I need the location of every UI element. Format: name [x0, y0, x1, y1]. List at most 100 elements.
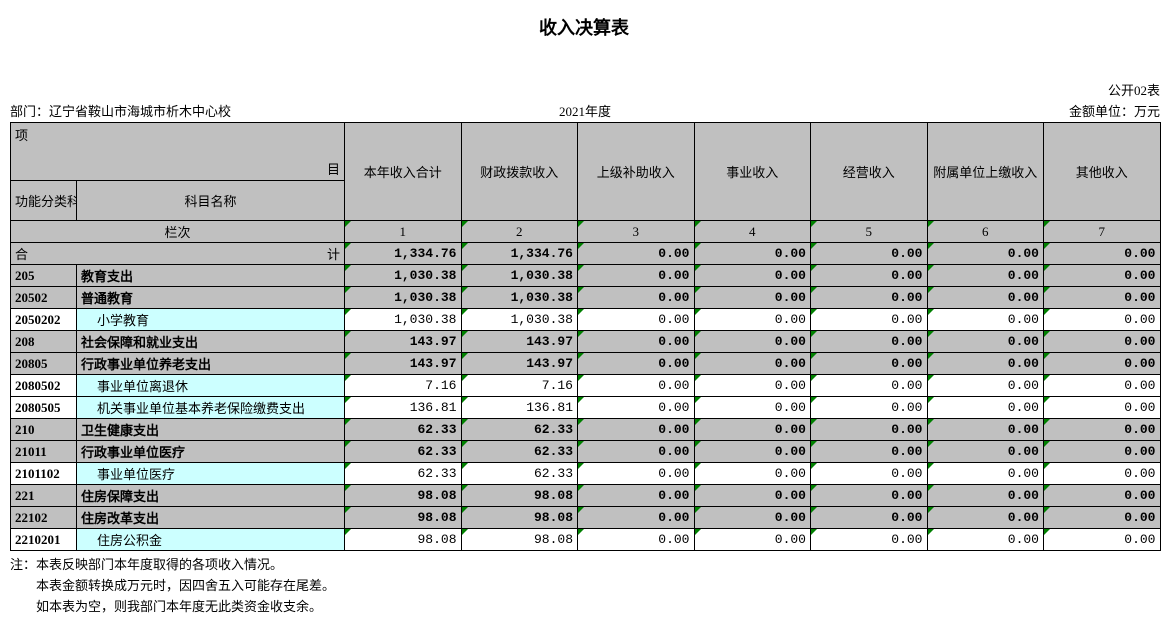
value-cell: 0.00 — [694, 331, 811, 353]
triangle-icon — [578, 397, 584, 403]
triangle-icon — [811, 287, 817, 293]
triangle-icon — [928, 529, 934, 535]
meta-row: 部门：辽宁省鞍山市海城市析木中心校 2021年度 金额单位：万元 — [10, 101, 1160, 120]
triangle-icon — [1044, 507, 1050, 513]
value-cell: 0.00 — [694, 375, 811, 397]
triangle-icon — [1044, 243, 1050, 249]
triangle-icon — [928, 441, 934, 447]
triangle-icon — [345, 309, 351, 315]
value-cell: 0.00 — [927, 375, 1044, 397]
value-cell: 62.33 — [461, 419, 578, 441]
name-cell: 小学教育 — [77, 309, 345, 331]
header-col-2: 财政拨款收入 — [461, 123, 578, 221]
triangle-icon — [345, 331, 351, 337]
total-cell: 0.00 — [1044, 243, 1161, 265]
value-cell: 0.00 — [578, 309, 695, 331]
triangle-icon — [811, 529, 817, 535]
table-row: 210卫生健康支出62.3362.330.000.000.000.000.00 — [11, 419, 1161, 441]
triangle-icon — [928, 287, 934, 293]
triangle-icon — [345, 529, 351, 535]
value-cell: 136.81 — [345, 397, 462, 419]
triangle-icon — [578, 507, 584, 513]
triangle-icon — [462, 463, 468, 469]
triangle-icon — [811, 485, 817, 491]
triangle-icon — [811, 419, 817, 425]
triangle-icon — [928, 463, 934, 469]
triangle-icon — [695, 485, 701, 491]
code-cell: 205 — [11, 265, 77, 287]
triangle-icon — [811, 265, 817, 271]
triangle-icon — [462, 221, 468, 227]
value-cell: 62.33 — [461, 441, 578, 463]
value-cell: 143.97 — [461, 331, 578, 353]
code-cell: 208 — [11, 331, 77, 353]
triangle-icon — [578, 419, 584, 425]
value-cell: 0.00 — [578, 353, 695, 375]
triangle-icon — [928, 331, 934, 337]
value-cell: 0.00 — [811, 375, 928, 397]
value-cell: 0.00 — [694, 265, 811, 287]
triangle-icon — [578, 441, 584, 447]
name-cell: 教育支出 — [77, 265, 345, 287]
colindex-6: 6 — [927, 221, 1044, 243]
triangle-icon — [1044, 419, 1050, 425]
code-cell: 20502 — [11, 287, 77, 309]
triangle-icon — [462, 309, 468, 315]
triangle-icon — [1044, 331, 1050, 337]
triangle-icon — [345, 265, 351, 271]
value-cell: 98.08 — [345, 507, 462, 529]
triangle-icon — [345, 397, 351, 403]
value-cell: 0.00 — [578, 529, 695, 551]
value-cell: 0.00 — [811, 265, 928, 287]
value-cell: 143.97 — [345, 331, 462, 353]
value-cell: 62.33 — [461, 463, 578, 485]
report-title: 收入决算表 — [10, 14, 1158, 40]
triangle-icon — [1044, 265, 1050, 271]
value-cell: 0.00 — [1044, 397, 1161, 419]
value-cell: 143.97 — [345, 353, 462, 375]
value-cell: 0.00 — [578, 331, 695, 353]
value-cell: 0.00 — [811, 287, 928, 309]
triangle-icon — [811, 221, 817, 227]
dept-label: 部门：辽宁省鞍山市海城市析木中心校 — [10, 101, 231, 120]
name-cell: 卫生健康支出 — [77, 419, 345, 441]
value-cell: 0.00 — [927, 529, 1044, 551]
triangle-icon — [345, 221, 351, 227]
total-cell: 0.00 — [811, 243, 928, 265]
value-cell: 0.00 — [927, 265, 1044, 287]
code-cell: 2050202 — [11, 309, 77, 331]
code-cell: 2101102 — [11, 463, 77, 485]
table-row: 2080502事业单位离退休7.167.160.000.000.000.000.… — [11, 375, 1161, 397]
triangle-icon — [695, 353, 701, 359]
header-colindex-label: 栏次 — [11, 221, 345, 243]
triangle-icon — [695, 243, 701, 249]
triangle-icon — [578, 485, 584, 491]
value-cell: 0.00 — [578, 463, 695, 485]
name-cell: 事业单位离退休 — [77, 375, 345, 397]
triangle-icon — [462, 441, 468, 447]
triangle-icon — [928, 221, 934, 227]
triangle-icon — [462, 375, 468, 381]
value-cell: 0.00 — [578, 397, 695, 419]
value-cell: 0.00 — [811, 441, 928, 463]
triangle-icon — [695, 375, 701, 381]
triangle-icon — [695, 507, 701, 513]
code-cell: 21011 — [11, 441, 77, 463]
value-cell: 0.00 — [1044, 287, 1161, 309]
value-cell: 98.08 — [461, 529, 578, 551]
triangle-icon — [1044, 353, 1050, 359]
triangle-icon — [695, 287, 701, 293]
triangle-icon — [578, 287, 584, 293]
note-line: 注：本表反映部门本年度取得的各项收入情况。 — [10, 555, 1158, 576]
triangle-icon — [1044, 309, 1050, 315]
value-cell: 0.00 — [1044, 419, 1161, 441]
value-cell: 0.00 — [694, 287, 811, 309]
value-cell: 62.33 — [345, 441, 462, 463]
value-cell: 0.00 — [1044, 331, 1161, 353]
value-cell: 0.00 — [811, 353, 928, 375]
value-cell: 0.00 — [1044, 265, 1161, 287]
value-cell: 0.00 — [578, 485, 695, 507]
table-row: 22102住房改革支出98.0898.080.000.000.000.000.0… — [11, 507, 1161, 529]
name-cell: 行政事业单位养老支出 — [77, 353, 345, 375]
colindex-4: 4 — [694, 221, 811, 243]
